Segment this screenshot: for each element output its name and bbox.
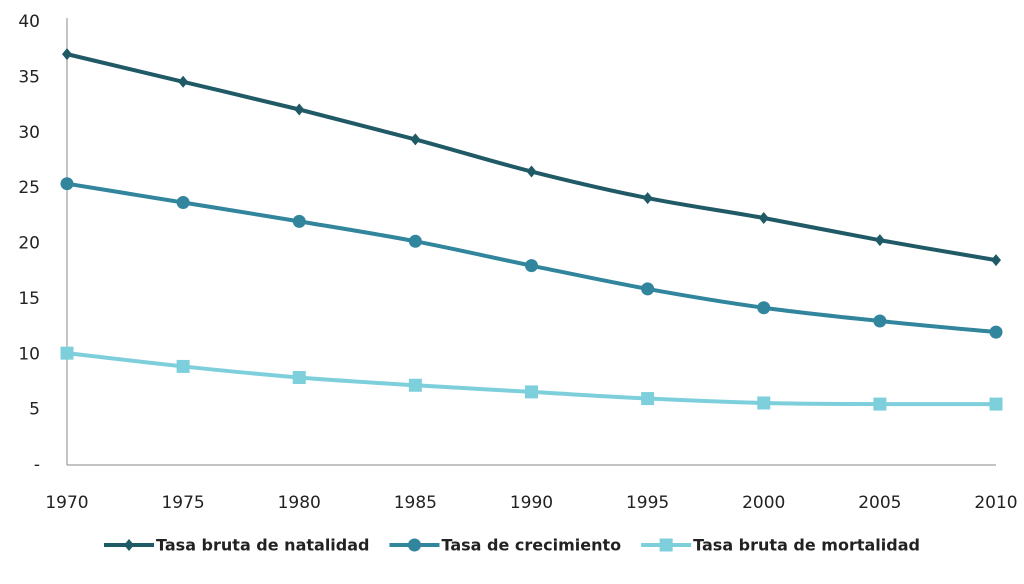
y-tick-label: 20: [18, 234, 40, 254]
marker: [410, 133, 421, 146]
marker: [176, 196, 190, 210]
y-tick-label: 40: [18, 12, 40, 32]
marker: [525, 385, 538, 399]
marker: [525, 259, 538, 273]
marker: [642, 192, 653, 205]
legend: Tasa bruta de natalidad Tasa de crecimien…: [104, 536, 920, 555]
x-tick-label: 1995: [626, 493, 669, 513]
legend-label: Tasa de crecimiento: [441, 536, 621, 555]
x-tick-label: 2010: [974, 493, 1017, 513]
y-tick-label: 35: [18, 67, 40, 87]
marker: [989, 325, 1003, 339]
marker: [408, 378, 422, 392]
series-line: [66, 52, 997, 263]
x-tick-label: 1985: [394, 493, 437, 513]
marker: [757, 301, 771, 315]
marker: [641, 282, 655, 296]
y-tick-label: 25: [18, 178, 40, 198]
y-tick-label: 30: [18, 123, 40, 143]
marker: [62, 48, 72, 61]
marker: [989, 397, 1003, 411]
y-tick-label: -: [34, 455, 40, 475]
marker: [60, 346, 74, 360]
marker: [758, 212, 769, 225]
marker: [526, 165, 537, 178]
marker: [991, 254, 1001, 267]
marker: [874, 234, 885, 247]
marker: [292, 214, 306, 228]
x-tick-label: 1990: [510, 493, 553, 513]
marker: [873, 314, 887, 328]
marker: [757, 396, 771, 410]
legend-label: Tasa bruta de natalidad: [156, 536, 369, 555]
series-line: [66, 181, 997, 335]
marker: [60, 177, 74, 191]
y-tick-label: 5: [29, 400, 40, 420]
legend-label: Tasa bruta de mortalidad: [693, 536, 920, 555]
marker: [408, 234, 422, 248]
x-tick-label: 1980: [278, 493, 321, 513]
marker: [176, 359, 190, 373]
x-tick-label: 2005: [858, 493, 901, 513]
x-tick-label: 2000: [742, 493, 785, 513]
marker: [294, 103, 305, 116]
marker: [873, 397, 887, 411]
marker: [659, 538, 673, 552]
y-tick-label: 10: [18, 344, 40, 364]
marker: [407, 538, 421, 552]
x-tick-label: 1975: [161, 493, 204, 513]
x-tick-label: 1970: [45, 493, 88, 513]
marker: [124, 539, 135, 551]
marker: [292, 371, 306, 385]
y-tick-label: 15: [18, 289, 40, 309]
marker: [641, 392, 655, 406]
marker: [178, 75, 189, 88]
